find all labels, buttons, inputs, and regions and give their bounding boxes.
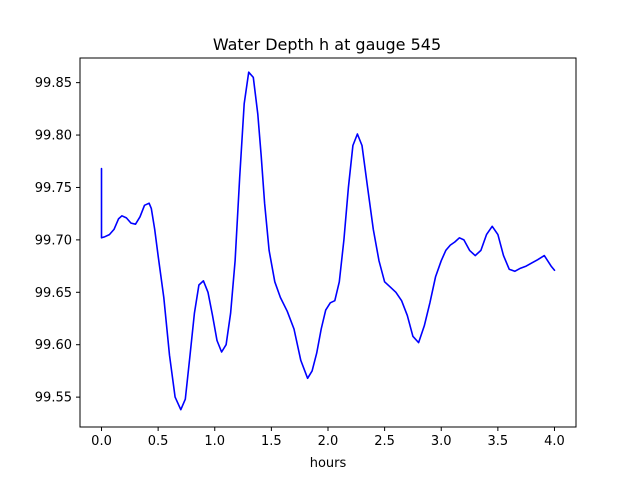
y-tick-label: 99.85 (35, 76, 72, 91)
x-tick-label: 1.5 (261, 434, 282, 449)
y-tick-label: 99.55 (35, 391, 72, 406)
x-tick-label: 0.0 (91, 434, 112, 449)
chart-title: Water Depth h at gauge 545 (213, 35, 441, 54)
y-tick-label: 99.75 (35, 181, 72, 196)
x-tick-label: 1.0 (204, 434, 225, 449)
x-tick-label: 4.0 (544, 434, 565, 449)
x-tick-label: 2.0 (318, 434, 339, 449)
plot-area (100, 71, 556, 411)
x-tick-label: 3.5 (488, 434, 509, 449)
y-tick-label: 99.60 (35, 338, 72, 353)
x-axis-ticks: 0.0 0.5 1.0 1.5 2.0 2.5 3.0 3.5 4.0 (91, 427, 565, 449)
x-tick-label: 2.5 (374, 434, 395, 449)
x-tick-label: 3.0 (431, 434, 452, 449)
y-tick-label: 99.65 (35, 286, 72, 301)
x-axis-label: hours (310, 456, 347, 471)
y-tick-label: 99.80 (35, 129, 72, 144)
water-depth-series-line (100, 71, 556, 411)
y-axis-ticks: 99.55 99.60 99.65 99.70 99.75 99.80 99.85 (35, 76, 80, 406)
x-tick-label: 0.5 (148, 434, 169, 449)
y-tick-label: 99.70 (35, 233, 72, 248)
